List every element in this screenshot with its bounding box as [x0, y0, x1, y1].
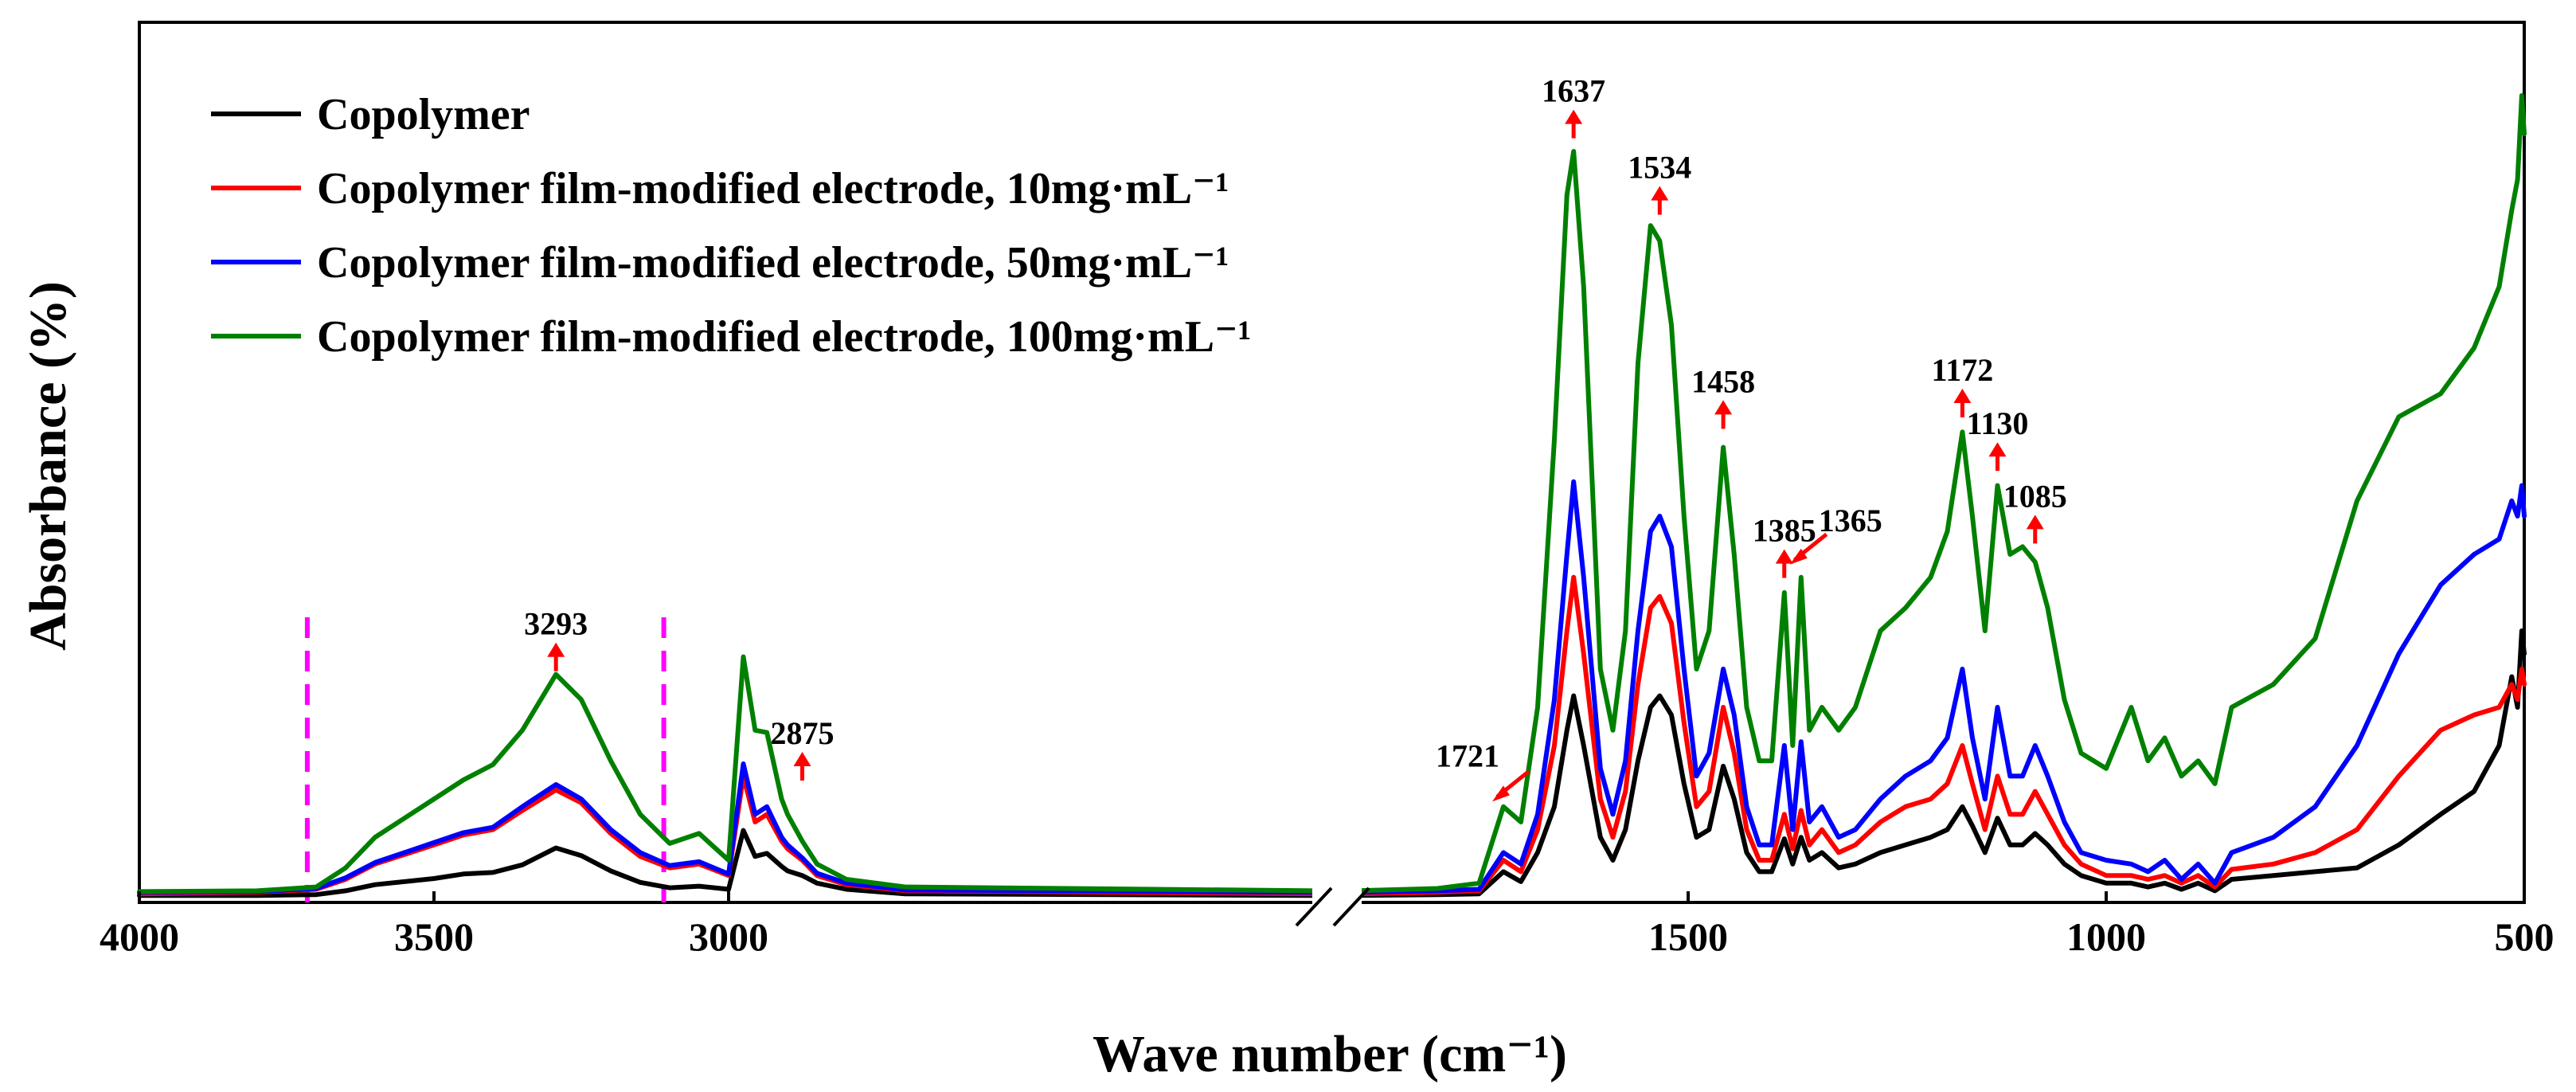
series-line-2-segment-0: [137, 761, 1320, 895]
x-tick-label-3000: 3000: [689, 914, 768, 959]
peak-annotations: 3293 2875 1721 1637 1534 1458 1385 1365 1172 1130…: [524, 73, 2067, 802]
legend-label-50mg: Copolymer film-modified electrode, 50mg·…: [317, 238, 1229, 288]
peak-annotation-1637: 1637: [1542, 73, 1605, 139]
peak-label-3293: 3293: [524, 606, 588, 642]
x-tick-label-500: 500: [2495, 914, 2555, 959]
x-tick-label-4000: 4000: [100, 914, 179, 959]
peak-annotation-3293: 3293: [524, 606, 588, 671]
x-tick-label-1500: 1500: [1648, 914, 1728, 959]
series-line-0-segment-1: [1351, 628, 2527, 898]
peak-annotation-1385: 1385: [1753, 513, 1816, 578]
peak-annotation-1085: 1085: [2003, 478, 2067, 544]
peak-annotation-1130: 1130: [1967, 405, 2029, 472]
x-axis-title: Wave number (cm⁻¹): [1093, 1025, 1567, 1083]
y-axis-title: Absorbance (%): [19, 281, 77, 651]
series-line-3-segment-1: [1351, 93, 2527, 894]
axis-break: [1295, 884, 1370, 927]
plot-frame: [138, 21, 2526, 904]
series-line-1-segment-1: [1351, 574, 2527, 897]
peak-label-1385: 1385: [1753, 513, 1816, 549]
series-line-2-segment-1: [1351, 479, 2527, 895]
peak-label-1172: 1172: [1932, 352, 1994, 388]
peak-label-2875: 2875: [771, 715, 835, 751]
series-lines: [137, 93, 2527, 898]
peak-arrow-head-1172: [1953, 389, 1972, 403]
peak-arrow-head-1365: [1789, 548, 1808, 565]
peak-label-1458: 1458: [1691, 363, 1755, 399]
guide-lines: [304, 617, 666, 902]
peak-arrow-head-1721: [1491, 785, 1510, 802]
peak-annotation-1534: 1534: [1628, 150, 1691, 215]
legend-label-copolymer: Copolymer: [317, 90, 530, 139]
peak-arrow-head-1637: [1565, 109, 1583, 124]
peak-arrow-head-1458: [1714, 400, 1733, 415]
peak-arrow-head-1085: [2026, 515, 2044, 530]
peak-label-1721: 1721: [1436, 738, 1499, 773]
peak-annotation-2875: 2875: [771, 715, 835, 781]
peak-label-1130: 1130: [1967, 405, 2029, 441]
x-tick-label-3500: 3500: [394, 914, 474, 959]
series-line-0-segment-0: [137, 828, 1320, 898]
peak-arrow-head-2875: [793, 752, 811, 766]
peak-arrow-head-1130: [1988, 442, 2007, 457]
peak-annotation-1365: 1365: [1789, 503, 1882, 565]
legend-label-10mg: Copolymer film-modified electrode, 10mg·…: [317, 164, 1229, 213]
peak-annotation-1721: 1721: [1436, 738, 1530, 802]
peak-annotation-1458: 1458: [1691, 363, 1755, 429]
legend-label-100mg: Copolymer film-modified electrode, 100mg…: [317, 312, 1251, 362]
peak-arrow-head-1385: [1775, 549, 1793, 564]
peak-label-1637: 1637: [1542, 73, 1605, 109]
series-line-3-segment-0: [137, 654, 1320, 894]
peak-arrow-head-3293: [547, 642, 565, 657]
x-axis-ticks: 4000 3500 3000 1500 1000 500: [100, 891, 2555, 959]
peak-annotation-1172: 1172: [1932, 352, 1994, 417]
peak-label-1365: 1365: [1819, 503, 1882, 538]
x-tick-label-1000: 1000: [2066, 914, 2146, 959]
legend: Copolymer Copolymer film-modified electr…: [211, 90, 1251, 362]
peak-arrow-head-1534: [1651, 186, 1669, 201]
peak-label-1534: 1534: [1628, 150, 1691, 186]
peak-label-1085: 1085: [2003, 478, 2067, 514]
